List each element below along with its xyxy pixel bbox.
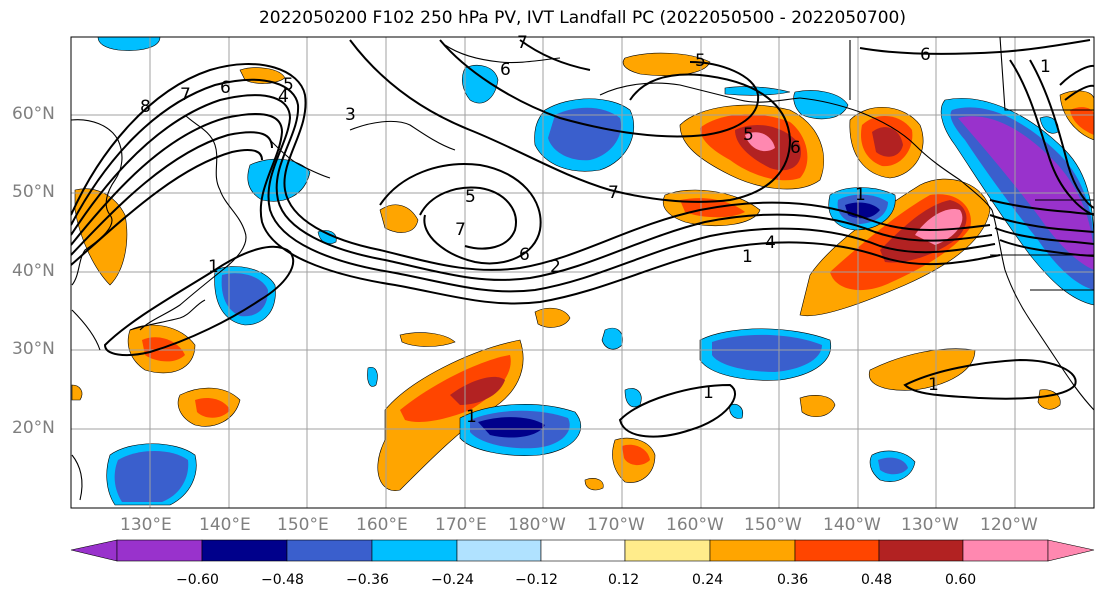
negative-anomaly-subtropical — [459, 403, 581, 456]
contour-label: 2 — [550, 257, 561, 277]
contour-label: 1 — [466, 407, 477, 427]
lat-label: 30°N — [12, 339, 55, 359]
colorbar-extend-max — [1047, 539, 1095, 562]
lon-label: 130°W — [901, 515, 959, 535]
lat-label: 40°N — [12, 261, 55, 281]
contour-label: 5 — [743, 125, 754, 145]
colorbar-swatch — [456, 539, 542, 562]
colorbar-extend-min — [70, 539, 118, 562]
contour-label: 6 — [790, 138, 801, 158]
contour-label: 7 — [517, 33, 528, 53]
lon-label: 180°W — [508, 515, 566, 535]
map-title: 2022050200 F102 250 hPa PV, IVT Landfall… — [258, 8, 906, 28]
contour-label: 5 — [283, 75, 294, 95]
contour-label: 4 — [765, 233, 776, 253]
lon-label: 150°W — [744, 515, 802, 535]
lon-label: 140°W — [823, 515, 881, 535]
contour-label: 7 — [180, 85, 191, 105]
colorbar-tick-label: 0.24 — [692, 572, 724, 588]
lon-label: 160°E — [356, 515, 408, 535]
contour-label: 5 — [465, 187, 476, 207]
contour-label: 1 — [855, 185, 866, 205]
colorbar — [70, 539, 1095, 562]
graticule — [71, 37, 1094, 508]
contour-label: 7 — [455, 220, 466, 240]
colorbar-swatch — [794, 539, 880, 562]
colorbar-swatch — [624, 539, 711, 562]
colorbar-tick-label: 0.48 — [861, 572, 893, 588]
contour-labels: 8 7 6 5 4 3 7 6 5 6 5 7 7 5 6 2 1 4 1 6 … — [140, 33, 1051, 427]
contour-label: 7 — [608, 183, 619, 203]
contour-label: 1 — [742, 247, 753, 267]
lat-label: 60°N — [12, 104, 55, 124]
contour-label: 1 — [208, 257, 219, 277]
positive-anomaly-subtropical — [377, 339, 524, 491]
positive-anomaly-alaska-coast — [849, 107, 924, 179]
colorbar-tick-label: 0.36 — [777, 572, 809, 588]
lon-label: 140°E — [199, 515, 251, 535]
colorbar-swatch — [540, 539, 626, 562]
colorbar-tick-label: −0.36 — [346, 572, 389, 588]
contour-label: 1 — [703, 383, 714, 403]
pv-contours — [71, 39, 1094, 438]
lon-label: 130°E — [120, 515, 172, 535]
contour-label: 6 — [920, 45, 931, 65]
contour-label: 8 — [140, 97, 151, 117]
contour-label: 5 — [695, 51, 706, 71]
contour-label: 1 — [1040, 57, 1051, 77]
colorbar-swatch — [286, 539, 373, 562]
colorbar-tick-label: −0.48 — [261, 572, 304, 588]
colorbar-tick-label: 0.60 — [945, 572, 977, 588]
colorbar-tick-label: −0.12 — [515, 572, 558, 588]
colorbar-swatch — [116, 539, 203, 562]
contour-label: 1 — [928, 375, 939, 395]
colorbar-swatch — [371, 539, 458, 562]
lon-label: 150°E — [277, 515, 329, 535]
colorbar-swatch — [201, 539, 288, 562]
contour-label: 4 — [278, 87, 289, 107]
contour-label: 6 — [500, 60, 511, 80]
lat-label: 20°N — [12, 418, 55, 438]
contour-label: 6 — [220, 78, 231, 98]
lon-label: 170°W — [587, 515, 645, 535]
lon-label: 170°E — [435, 515, 487, 535]
contour-label: 3 — [345, 105, 356, 125]
lon-label: 160°W — [666, 515, 724, 535]
plot-frame — [70, 36, 1095, 509]
negative-anomaly-northwest-pacific — [534, 98, 634, 172]
lat-label: 50°N — [12, 182, 55, 202]
contour-label: 6 — [519, 245, 530, 265]
colorbar-tick-label: −0.60 — [176, 572, 219, 588]
colorbar-tick-label: −0.24 — [431, 572, 474, 588]
colorbar-swatch — [962, 539, 1049, 562]
colorbar-tick-label: 0.12 — [608, 572, 640, 588]
colorbar-swatch — [709, 539, 796, 562]
positive-anomaly-gulf-of-alaska — [679, 104, 824, 190]
lon-label: 120°W — [980, 515, 1038, 535]
negative-anomaly-gulf-low — [828, 187, 896, 231]
shaded-anomalies — [71, 37, 1094, 506]
colorbar-swatch — [878, 539, 964, 562]
